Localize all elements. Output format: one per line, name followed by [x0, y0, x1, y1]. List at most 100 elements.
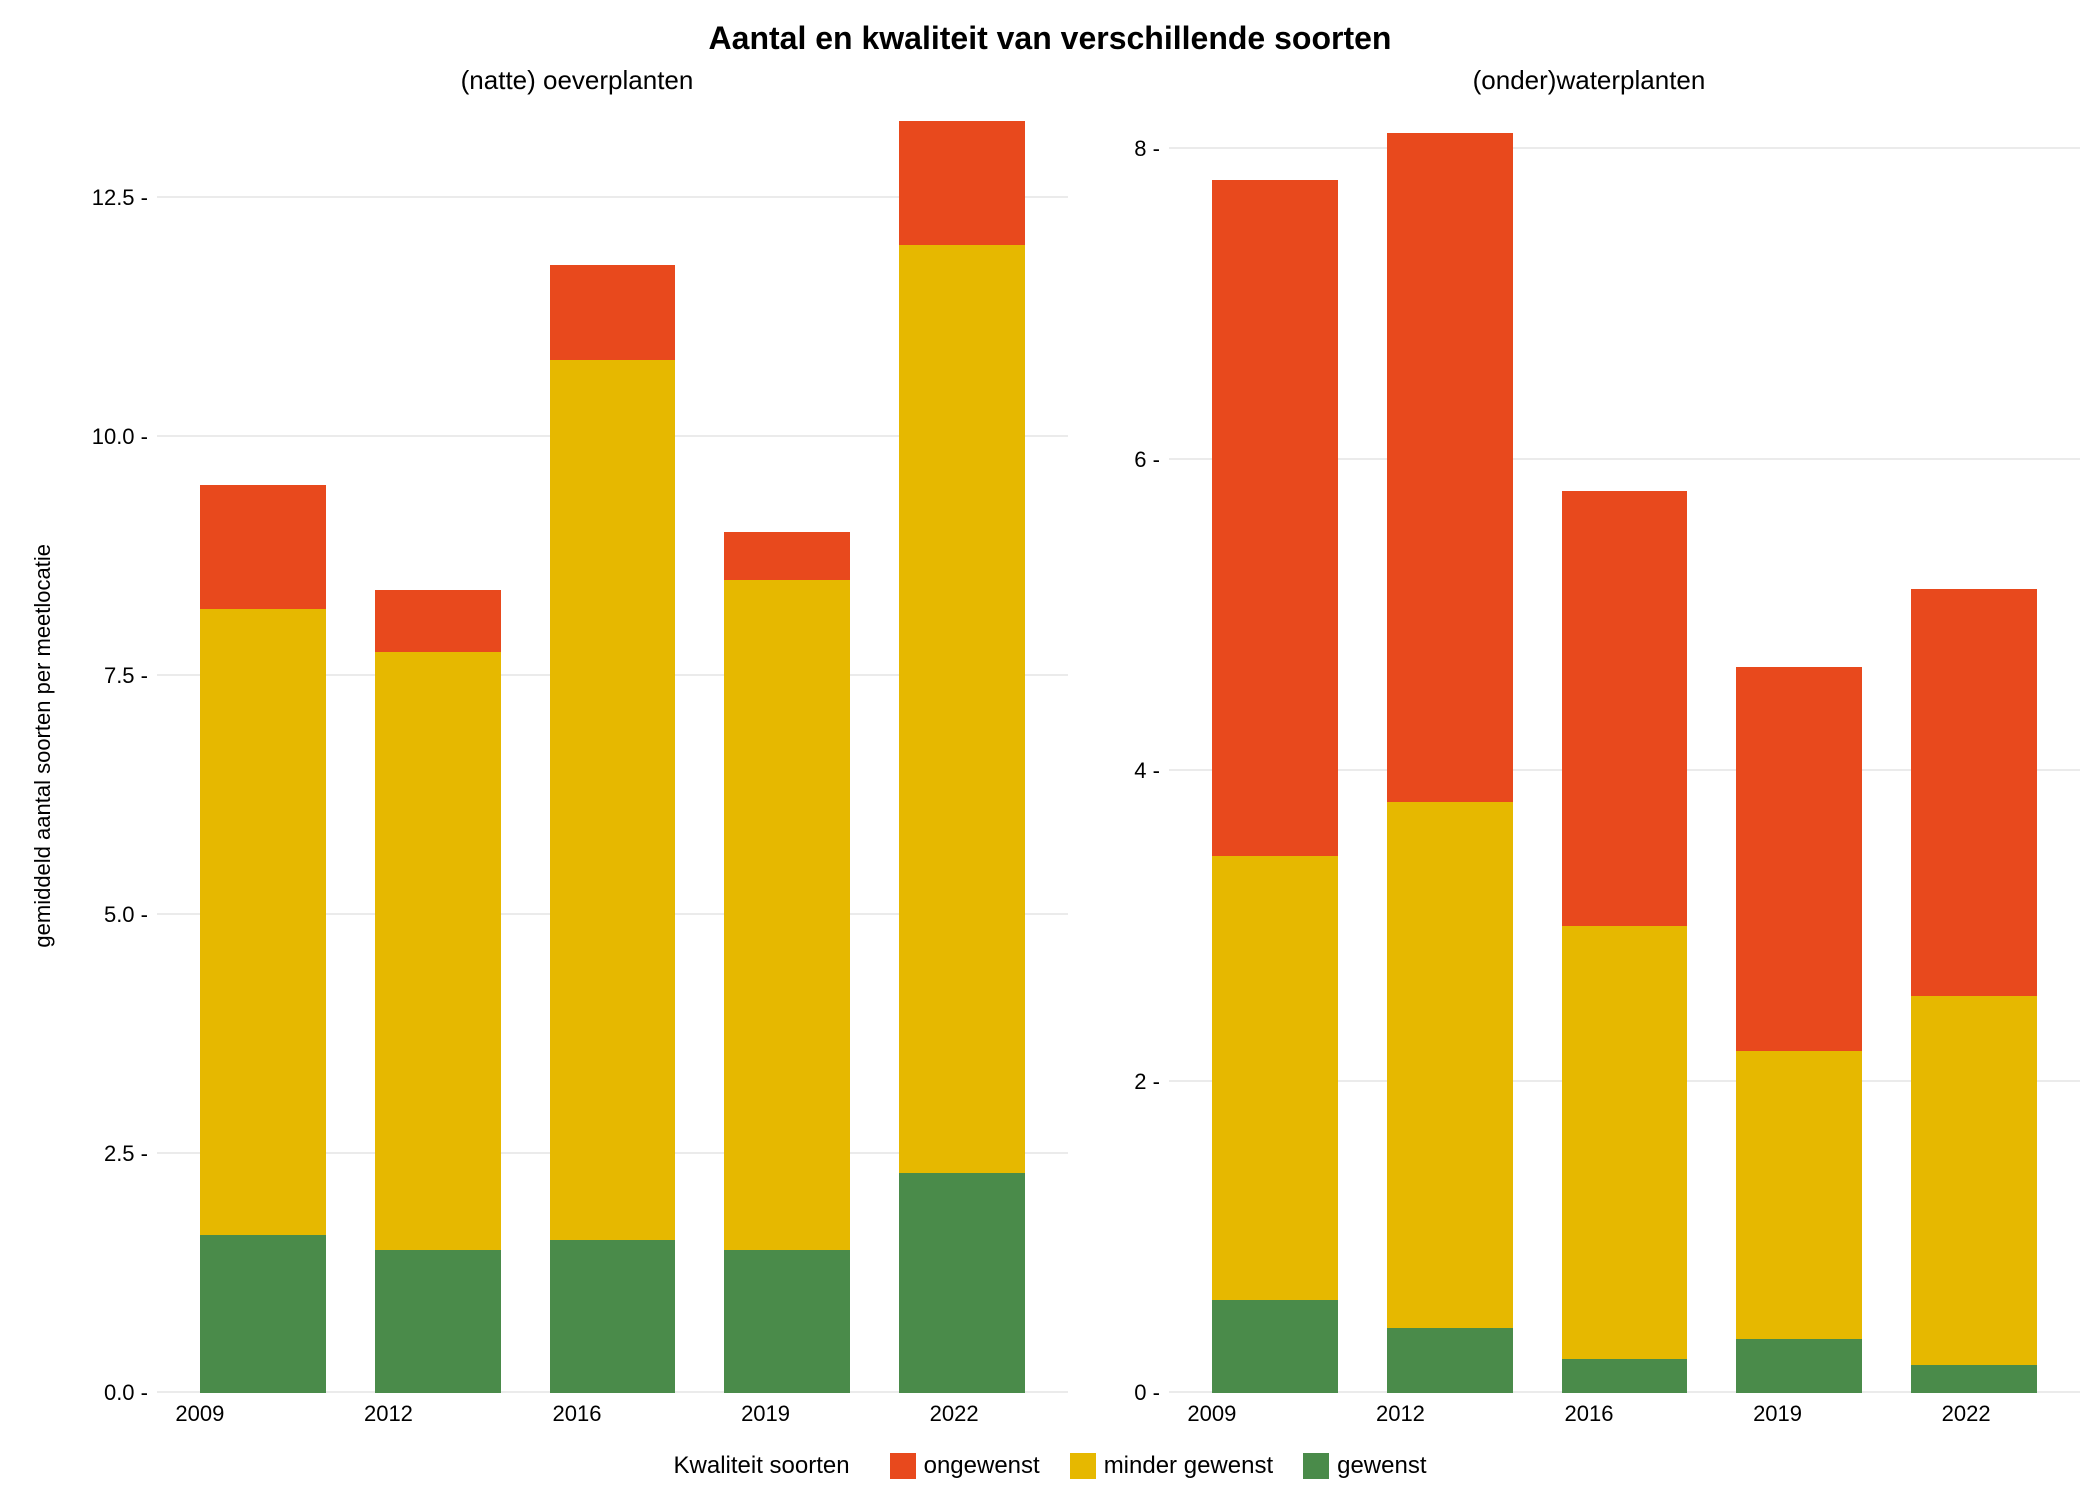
y-tick: 2.5 -: [104, 1141, 148, 1167]
bar-segment-gewenst: [1387, 1328, 1513, 1393]
bar-group: [193, 102, 333, 1393]
bar-segment-ongewenst: [1736, 667, 1862, 1051]
panel-oeverplanten: (natte) oeverplanten 0.0 -2.5 -5.0 -7.5 …: [86, 65, 1068, 1427]
bar-segment-ongewenst: [899, 121, 1025, 245]
y-tick: 2 -: [1134, 1069, 1160, 1095]
bar-segment-ongewenst: [724, 532, 850, 580]
y-tick-label: 8: [1134, 136, 1146, 161]
stacked-bar: [1387, 133, 1513, 1393]
y-tick: 5.0 -: [104, 902, 148, 928]
panel-title-left: (natte) oeverplanten: [86, 65, 1068, 96]
x-tick-label: 2012: [313, 1401, 464, 1427]
legend-item-gewenst: gewenst: [1303, 1452, 1426, 1480]
y-tick-label: 0: [1134, 1380, 1146, 1405]
bar-group: [543, 102, 683, 1393]
legend-title: Kwaliteit soorten: [674, 1452, 850, 1480]
panel-title-right: (onder)waterplanten: [1098, 65, 2080, 96]
bar-segment-ongewenst: [1562, 491, 1688, 927]
bar-segment-minder_gewenst: [1562, 926, 1688, 1358]
bar-group: [368, 102, 508, 1393]
bar-segment-gewenst: [375, 1250, 501, 1393]
bar-segment-ongewenst: [200, 485, 326, 609]
bar-segment-gewenst: [1212, 1300, 1338, 1393]
bar-segment-ongewenst: [550, 265, 676, 361]
plot-area-left: [156, 102, 1068, 1393]
bar-segment-minder_gewenst: [1387, 802, 1513, 1328]
y-tick: 10.0 -: [92, 424, 148, 450]
bar-segment-minder_gewenst: [1212, 856, 1338, 1299]
x-tick-label: 2012: [1325, 1401, 1476, 1427]
bar-segment-gewenst: [1562, 1359, 1688, 1393]
y-tick-label: 7.5: [104, 663, 135, 688]
y-tick-label: 2.5: [104, 1141, 135, 1166]
bar-segment-minder_gewenst: [550, 360, 676, 1240]
bar-group: [1555, 102, 1695, 1393]
bar-segment-minder_gewenst: [1911, 996, 2037, 1365]
x-axis-right: 20092012201620192022: [1098, 1393, 2080, 1427]
bar-segment-minder_gewenst: [724, 580, 850, 1249]
panel-waterplanten: (onder)waterplanten 0 -2 -4 -6 -8 - 2009…: [1098, 65, 2080, 1427]
bar-segment-minder_gewenst: [899, 245, 1025, 1173]
y-tick: 12.5 -: [92, 185, 148, 211]
bar-segment-minder_gewenst: [375, 652, 501, 1250]
bar-group: [1205, 102, 1345, 1393]
x-tick-label: 2016: [502, 1401, 653, 1427]
y-tick: 6 -: [1134, 447, 1160, 473]
bar-segment-gewenst: [899, 1173, 1025, 1393]
stacked-bar: [1562, 491, 1688, 1393]
y-tick-label: 2: [1134, 1069, 1146, 1094]
legend-swatch-gewenst: [1303, 1453, 1329, 1479]
y-tick-label: 5.0: [104, 902, 135, 927]
x-axis-left: 20092012201620192022: [86, 1393, 1068, 1427]
x-tick-label: 2019: [1702, 1401, 1853, 1427]
bar-segment-ongewenst: [375, 590, 501, 652]
bar-segment-minder_gewenst: [200, 609, 326, 1235]
stacked-bar: [724, 532, 850, 1393]
bar-segment-gewenst: [200, 1235, 326, 1393]
y-tick-label: 4: [1134, 758, 1146, 783]
bar-group: [717, 102, 857, 1393]
bar-segment-gewenst: [1736, 1339, 1862, 1393]
plot-wrap-right: 0 -2 -4 -6 -8 -: [1098, 102, 2080, 1393]
legend-swatch-ongewenst: [890, 1453, 916, 1479]
bar-group: [1380, 102, 1520, 1393]
chart-container: Aantal en kwaliteit van verschillende so…: [20, 20, 2080, 1480]
legend: Kwaliteit soorten ongewenst minder gewen…: [20, 1427, 2080, 1480]
plot-wrap-left: 0.0 -2.5 -5.0 -7.5 -10.0 -12.5 -: [86, 102, 1068, 1393]
legend-item-minder-gewenst: minder gewenst: [1070, 1452, 1273, 1480]
x-tick-label: 2022: [1891, 1401, 2042, 1427]
bar-segment-gewenst: [1911, 1365, 2037, 1393]
y-tick-label: 10.0: [92, 424, 135, 449]
y-axis-label: gemiddeld aantal soorten per meetlocatie: [20, 544, 56, 948]
stacked-bar: [1736, 667, 1862, 1393]
y-axis-right: 0 -2 -4 -6 -8 -: [1098, 102, 1168, 1393]
y-tick-label: 12.5: [92, 185, 135, 210]
stacked-bar: [1911, 589, 2037, 1393]
stacked-bar: [899, 121, 1025, 1393]
y-tick: 7.5 -: [104, 663, 148, 689]
y-tick: 8 -: [1134, 136, 1160, 162]
legend-item-ongewenst: ongewenst: [890, 1452, 1040, 1480]
bar-group: [1904, 102, 2044, 1393]
bar-segment-gewenst: [550, 1240, 676, 1393]
stacked-bar: [375, 590, 501, 1393]
legend-label-minder-gewenst: minder gewenst: [1104, 1452, 1273, 1480]
y-tick: 0 -: [1134, 1380, 1160, 1406]
bar-group: [892, 102, 1032, 1393]
legend-swatch-minder-gewenst: [1070, 1453, 1096, 1479]
bar-group: [1729, 102, 1869, 1393]
y-axis-left: 0.0 -2.5 -5.0 -7.5 -10.0 -12.5 -: [86, 102, 156, 1393]
y-tick: 4 -: [1134, 758, 1160, 784]
x-tick-label: 2022: [879, 1401, 1030, 1427]
x-tick-label: 2019: [690, 1401, 841, 1427]
bar-segment-minder_gewenst: [1736, 1051, 1862, 1339]
panels-row: gemiddeld aantal soorten per meetlocatie…: [20, 65, 2080, 1427]
y-tick-label: 0.0: [104, 1380, 135, 1405]
plot-area-right: [1168, 102, 2080, 1393]
legend-label-ongewenst: ongewenst: [924, 1452, 1040, 1480]
stacked-bar: [200, 485, 326, 1393]
bars-left: [157, 102, 1068, 1393]
main-title: Aantal en kwaliteit van verschillende so…: [20, 20, 2080, 57]
bars-right: [1169, 102, 2080, 1393]
legend-label-gewenst: gewenst: [1337, 1452, 1426, 1480]
